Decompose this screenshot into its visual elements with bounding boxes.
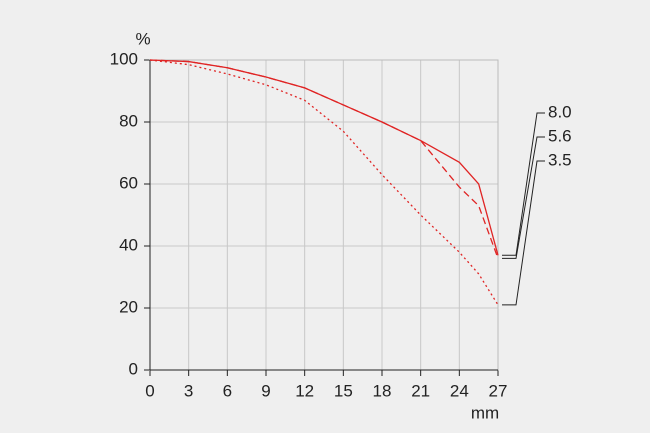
x-tick-label: 18 — [373, 381, 392, 400]
x-tick-label: 21 — [411, 381, 430, 400]
x-axis-label: mm — [471, 403, 499, 422]
legend-leader — [502, 160, 545, 306]
line — [149, 59, 499, 259]
y-tick-label: 40 — [119, 235, 138, 254]
y-tick-label: 80 — [119, 111, 138, 130]
y-tick-label: 0 — [129, 359, 138, 378]
legend-label: 5.6 — [548, 126, 572, 145]
x-tick-label: 27 — [489, 381, 508, 400]
y-tick-label: 60 — [119, 173, 138, 192]
y-tick-label: 100 — [110, 49, 138, 68]
line — [149, 59, 499, 306]
x-tick-label: 6 — [223, 381, 232, 400]
y-tick-label: 20 — [119, 297, 138, 316]
x-tick-label: 9 — [261, 381, 270, 400]
legend-label: 3.5 — [548, 150, 572, 169]
x-tick-label: 24 — [450, 381, 469, 400]
x-tick-label: 15 — [334, 381, 353, 400]
x-tick-label: 3 — [184, 381, 193, 400]
legend-label: 8.0 — [548, 102, 572, 121]
x-tick-label: 0 — [145, 381, 154, 400]
legend-leader — [502, 112, 545, 256]
y-axis-label: % — [135, 29, 150, 48]
x-tick-label: 12 — [295, 381, 314, 400]
legend-leader — [502, 136, 545, 259]
